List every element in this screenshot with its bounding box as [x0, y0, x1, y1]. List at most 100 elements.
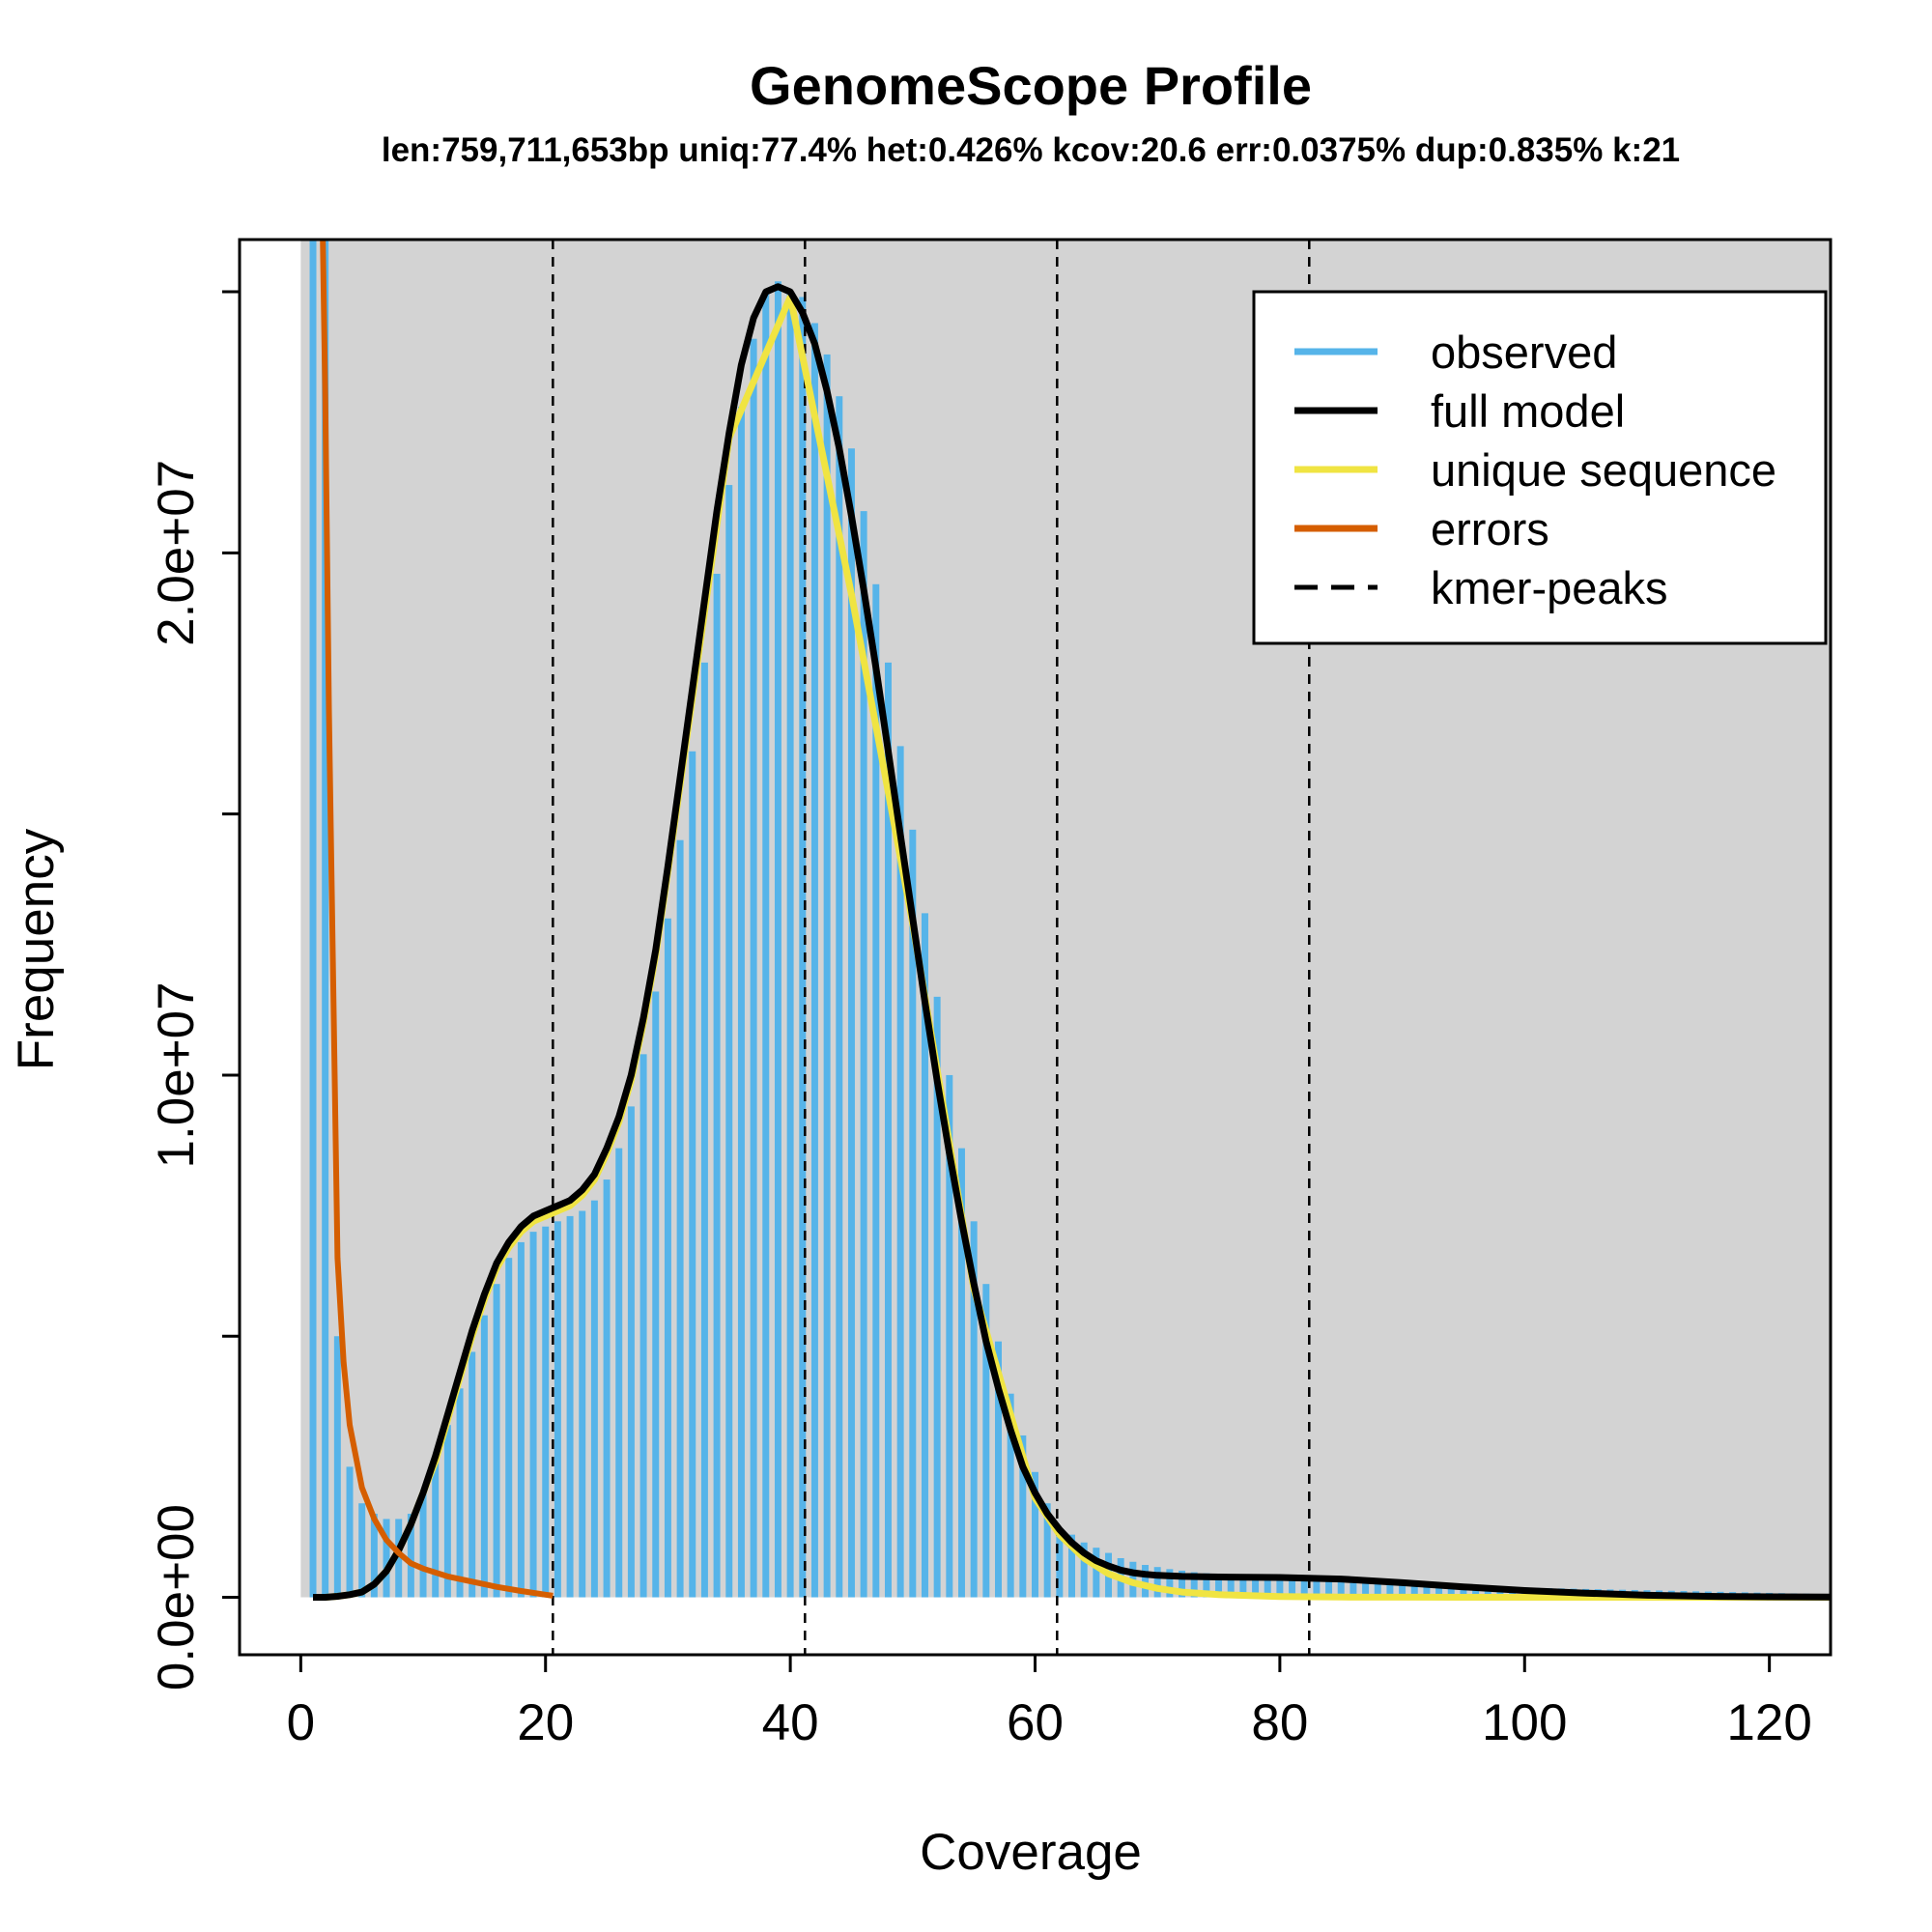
observed-bar [1032, 1471, 1038, 1598]
observed-bar [432, 1461, 440, 1598]
observed-bar [407, 1514, 414, 1598]
observed-bar [909, 829, 917, 1598]
observed-bar [1227, 1575, 1235, 1598]
legend-label: kmer-peaks [1431, 562, 1668, 613]
observed-bar [762, 292, 770, 1598]
observed-bar [689, 751, 696, 1598]
x-tick-label: 40 [762, 1694, 819, 1751]
observed-bar [358, 1503, 366, 1598]
observed-bar [1007, 1393, 1014, 1598]
observed-bar [517, 1241, 525, 1598]
observed-bar [1239, 1575, 1247, 1598]
observed-bar [1093, 1548, 1100, 1598]
observed-bar [847, 448, 855, 1598]
observed-bar [346, 1466, 354, 1598]
legend-label: full model [1431, 385, 1625, 437]
errors-line [320, 240, 554, 1599]
observed-bar [1019, 1435, 1027, 1598]
observed-bar [1068, 1534, 1075, 1598]
observed-bar [725, 485, 733, 1598]
observed-bar [456, 1388, 464, 1598]
observed-bar [469, 1351, 476, 1598]
observed-bar [639, 1054, 647, 1598]
observed-bar [1252, 1576, 1260, 1598]
observed-bar [1179, 1570, 1186, 1598]
observed-bar [627, 1106, 635, 1598]
observed-bar [395, 1519, 403, 1598]
y-tick-label: 0.0e+00 [148, 1504, 205, 1690]
observed-bar [443, 1425, 451, 1598]
observed-bar [1460, 1584, 1467, 1598]
legend: observed full model unique sequence errors k… [1252, 290, 1828, 645]
observed-bar [1276, 1577, 1284, 1598]
observed-bar [970, 1221, 978, 1598]
observed-bar [774, 281, 781, 1598]
observed-bar [786, 292, 794, 1598]
observed-bar [1313, 1578, 1321, 1598]
observed-bar [872, 583, 880, 1598]
observed-bar [1362, 1580, 1370, 1598]
observed-bar [1153, 1567, 1161, 1598]
observed-bar [1410, 1582, 1418, 1598]
observed-bar [579, 1210, 586, 1598]
observed-bar [664, 918, 671, 1598]
observed-bar [1289, 1577, 1296, 1598]
full-model-line [313, 283, 1831, 1601]
observed-bar [995, 1341, 1002, 1598]
observed-bar [493, 1284, 500, 1598]
observed-bar [529, 1232, 537, 1598]
observed-bar [1337, 1579, 1345, 1598]
observed-bar [1472, 1585, 1480, 1598]
observed-bar [566, 1215, 574, 1598]
y-axis-label: Frequency [8, 828, 65, 1070]
chart-title: GenomeScope Profile [750, 55, 1312, 116]
observed-bar [958, 1148, 965, 1598]
observed-bar [810, 323, 818, 1598]
y-axis: 0.0e+00 1.0e+07 2.0e+07 [148, 290, 240, 1690]
observed-bar [652, 991, 660, 1598]
observed-bar [1142, 1565, 1150, 1598]
observed-bar [1264, 1576, 1271, 1598]
observed-bar [370, 1514, 378, 1598]
y-tick-label: 1.0e+07 [148, 981, 205, 1168]
observed-bar [1435, 1583, 1443, 1598]
observed-bar [383, 1519, 390, 1598]
observed-bar [603, 1179, 611, 1598]
x-tick-label: 80 [1251, 1694, 1308, 1751]
observed-bar [480, 1315, 488, 1598]
legend-label: unique sequence [1431, 444, 1776, 496]
observed-bar [860, 511, 867, 1598]
x-tick-label: 0 [287, 1694, 315, 1751]
legend-label: errors [1431, 503, 1549, 554]
x-tick-label: 60 [1007, 1694, 1064, 1751]
observed-bar [1190, 1572, 1198, 1598]
observed-bar [590, 1200, 598, 1598]
observed-bar [921, 913, 928, 1598]
observed-bar [737, 406, 745, 1598]
observed-bar [700, 662, 708, 1598]
observed-bar [896, 746, 904, 1598]
observed-bar [333, 1336, 341, 1598]
observed-bar [1423, 1582, 1431, 1598]
legend-label: observed [1431, 327, 1617, 378]
y-tick-label: 2.0e+07 [148, 460, 205, 646]
observed-bar [946, 1074, 953, 1598]
observed-bar [933, 996, 941, 1598]
observed-bar [1080, 1542, 1088, 1598]
observed-bar [982, 1284, 990, 1598]
observed-bar [505, 1258, 513, 1598]
model-curves [313, 240, 1831, 1601]
observed-bar [836, 396, 843, 1598]
observed-bar [750, 338, 757, 1598]
observed-bar [1043, 1503, 1051, 1598]
observed-bar [1166, 1569, 1174, 1598]
observed-bar [309, 240, 317, 1598]
x-tick-label: 120 [1726, 1694, 1811, 1751]
observed-bar [823, 354, 831, 1598]
observed-bar [615, 1148, 623, 1598]
observed-bar [1386, 1581, 1394, 1598]
observed-bar [676, 839, 684, 1598]
observed-bar [1447, 1584, 1455, 1598]
chart-subtitle: len:759,711,653bp uniq:77.4% het:0.426% … [382, 131, 1680, 169]
